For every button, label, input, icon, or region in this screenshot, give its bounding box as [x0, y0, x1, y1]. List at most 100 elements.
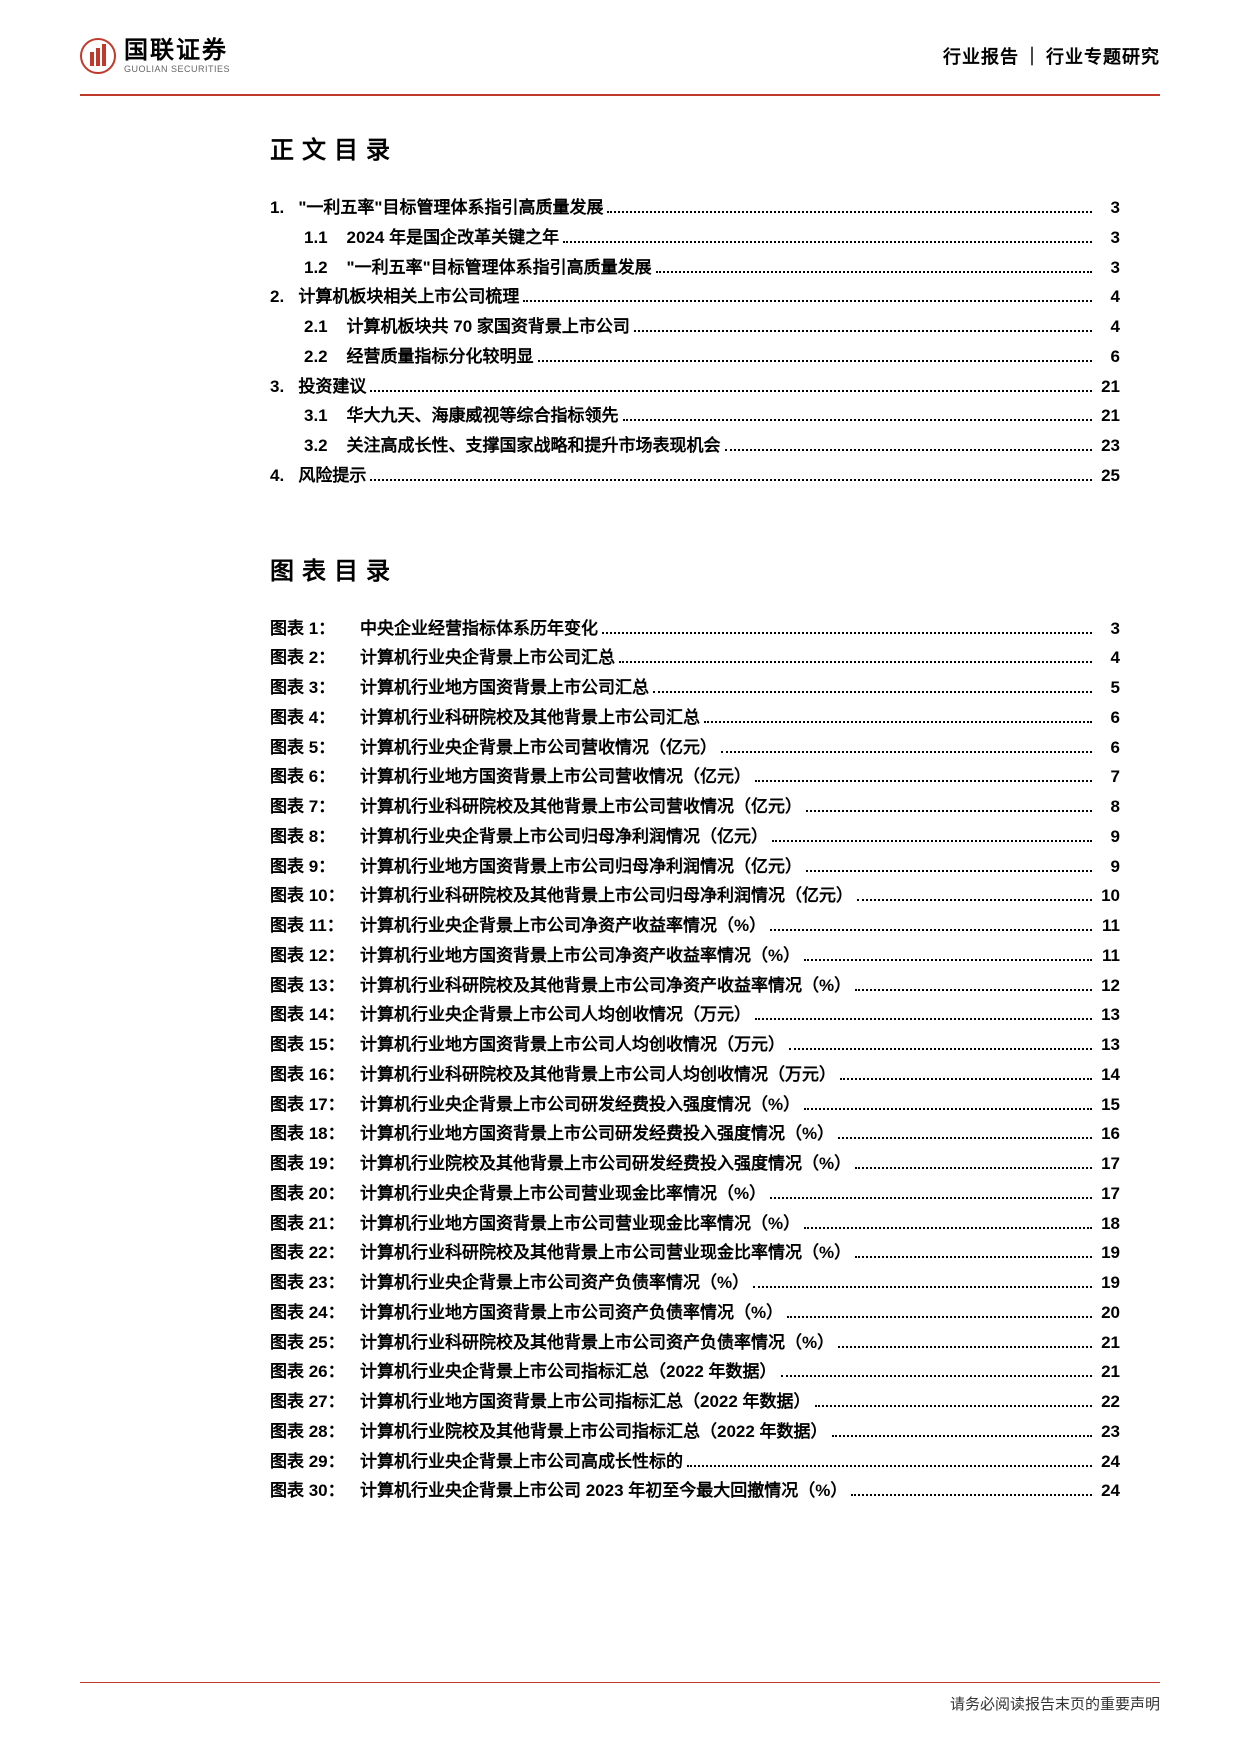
figure-entry: 图表 7：计算机行业科研院校及其他背景上市公司营收情况（亿元）8 [270, 792, 1120, 822]
toc-entry: 3.2 关注高成长性、支撑国家战略和提升市场表现机会23 [270, 431, 1120, 461]
figure-label: 图表 1： [270, 614, 360, 644]
toc-leader [523, 299, 1092, 302]
figure-entry: 图表 13：计算机行业科研院校及其他背景上市公司净资产收益率情况（%）12 [270, 971, 1120, 1001]
figure-label: 图表 6： [270, 762, 360, 792]
figure-title: 计算机行业央企背景上市公司资产负债率情况（%） [360, 1268, 749, 1298]
figure-title: 计算机行业院校及其他背景上市公司研发经费投入强度情况（%） [360, 1149, 851, 1179]
figure-page: 18 [1096, 1209, 1120, 1239]
figure-title: 计算机行业央企背景上市公司高成长性标的 [360, 1447, 683, 1477]
figure-title: 计算机行业地方国资背景上市公司营收情况（亿元） [360, 762, 751, 792]
figure-title: 计算机行业地方国资背景上市公司净资产收益率情况（%） [360, 941, 800, 971]
toc-number: 1.2 [304, 253, 347, 283]
figure-entry: 图表 28：计算机行业院校及其他背景上市公司指标汇总（2022 年数据）23 [270, 1417, 1120, 1447]
figure-title: 计算机行业地方国资背景上市公司资产负债率情况（%） [360, 1298, 783, 1328]
logo-cn: 国联证券 [124, 39, 230, 63]
figure-entry: 图表 19：计算机行业院校及其他背景上市公司研发经费投入强度情况（%） 17 [270, 1149, 1120, 1179]
figure-leader [857, 898, 1092, 901]
toc-text: 2024 年是国企改革关键之年 [347, 223, 560, 253]
toc-leader [607, 210, 1092, 213]
toc-leader [634, 329, 1092, 332]
figure-label: 图表 24： [270, 1298, 360, 1328]
figure-leader [855, 988, 1092, 991]
figure-page: 3 [1096, 614, 1120, 644]
toc-page: 23 [1096, 431, 1120, 461]
logo-en: GUOLIAN SECURITIES [124, 65, 230, 74]
figure-page: 6 [1096, 703, 1120, 733]
figure-page: 10 [1096, 881, 1120, 911]
figure-page: 24 [1096, 1476, 1120, 1506]
figure-page: 7 [1096, 762, 1120, 792]
toc-page: 21 [1096, 401, 1120, 431]
figure-title: 计算机行业地方国资背景上市公司指标汇总（2022 年数据） [360, 1387, 811, 1417]
figure-title: 计算机行业地方国资背景上市公司研发经费投入强度情况（%） [360, 1119, 834, 1149]
figure-leader [753, 1285, 1092, 1288]
figure-label: 图表 22： [270, 1238, 360, 1268]
toc-leader [370, 478, 1092, 481]
figure-page: 16 [1096, 1119, 1120, 1149]
figure-page: 17 [1096, 1149, 1120, 1179]
toc-entry: 2. 计算机板块相关上市公司梳理4 [270, 282, 1120, 312]
toc-page: 3 [1096, 193, 1120, 223]
figure-leader [855, 1255, 1092, 1258]
figure-title: 计算机行业央企背景上市公司指标汇总（2022 年数据） [360, 1357, 777, 1387]
figure-entry: 图表 6：计算机行业地方国资背景上市公司营收情况（亿元） 7 [270, 762, 1120, 792]
figure-entry: 图表 20：计算机行业央企背景上市公司营业现金比率情况（%）17 [270, 1179, 1120, 1209]
toc-entry: 2.1 计算机板块共 70 家国资背景上市公司4 [270, 312, 1120, 342]
figure-title: 计算机行业科研院校及其他背景上市公司资产负债率情况（%） [360, 1328, 834, 1358]
figure-leader [787, 1315, 1092, 1318]
figure-page: 6 [1096, 733, 1120, 763]
figure-leader [770, 1196, 1092, 1199]
toc-number: 2.1 [304, 312, 347, 342]
toc-heading: 正文目录 [270, 130, 1120, 165]
figure-title: 计算机行业院校及其他背景上市公司指标汇总（2022 年数据） [360, 1417, 828, 1447]
toc-text: 华大九天、海康威视等综合指标领先 [347, 401, 619, 431]
figure-title: 计算机行业科研院校及其他背景上市公司汇总 [360, 703, 700, 733]
toc-text: "一利五率"目标管理体系指引高质量发展 [347, 253, 652, 283]
figure-title: 计算机行业央企背景上市公司归母净利润情况（亿元） [360, 822, 768, 852]
figures-heading: 图表目录 [270, 551, 1120, 586]
figure-page: 21 [1096, 1357, 1120, 1387]
toc-page: 4 [1096, 312, 1120, 342]
toc-leader [370, 389, 1092, 392]
toc-page: 6 [1096, 342, 1120, 372]
figure-page: 9 [1096, 852, 1120, 882]
figure-entry: 图表 30：计算机行业央企背景上市公司 2023 年初至今最大回撤情况（%）24 [270, 1476, 1120, 1506]
toc-leader [623, 418, 1092, 421]
figure-leader [855, 1166, 1092, 1169]
figure-label: 图表 4： [270, 703, 360, 733]
figure-label: 图表 21： [270, 1209, 360, 1239]
figure-entry: 图表 10：计算机行业科研院校及其他背景上市公司归母净利润情况（亿元）10 [270, 881, 1120, 911]
figure-entry: 图表 3：计算机行业地方国资背景上市公司汇总5 [270, 673, 1120, 703]
figure-leader [619, 660, 1092, 663]
figure-title: 计算机行业地方国资背景上市公司人均创收情况（万元） [360, 1030, 785, 1060]
figure-leader [804, 1107, 1092, 1110]
figure-entry: 图表 5：计算机行业央企背景上市公司营收情况（亿元）6 [270, 733, 1120, 763]
toc-text: 投资建议 [298, 372, 366, 402]
figure-leader [815, 1404, 1092, 1407]
figure-label: 图表 26： [270, 1357, 360, 1387]
figure-label: 图表 13： [270, 971, 360, 1001]
figure-label: 图表 14： [270, 1000, 360, 1030]
figure-label: 图表 7： [270, 792, 360, 822]
figure-page: 19 [1096, 1238, 1120, 1268]
figure-label: 图表 16： [270, 1060, 360, 1090]
figure-entry: 图表 16：计算机行业科研院校及其他背景上市公司人均创收情况（万元）14 [270, 1060, 1120, 1090]
toc-entry: 1.1 2024 年是国企改革关键之年3 [270, 223, 1120, 253]
toc-page: 21 [1096, 372, 1120, 402]
figure-entry: 图表 1：中央企业经营指标体系历年变化3 [270, 614, 1120, 644]
figure-page: 11 [1096, 911, 1120, 941]
figure-leader [804, 958, 1092, 961]
figure-page: 21 [1096, 1328, 1120, 1358]
figure-title: 计算机行业科研院校及其他背景上市公司净资产收益率情况（%） [360, 971, 851, 1001]
figure-title: 计算机行业央企背景上市公司 2023 年初至今最大回撤情况（%） [360, 1476, 847, 1506]
header-category: 行业报告 [943, 47, 1019, 67]
toc-text: 计算机板块相关上市公司梳理 [298, 282, 519, 312]
figure-page: 8 [1096, 792, 1120, 822]
figure-label: 图表 19： [270, 1149, 360, 1179]
figure-title: 计算机行业地方国资背景上市公司汇总 [360, 673, 649, 703]
figure-entry: 图表 15：计算机行业地方国资背景上市公司人均创收情况（万元）13 [270, 1030, 1120, 1060]
figure-leader [832, 1434, 1092, 1437]
figure-leader [704, 720, 1092, 723]
toc-number: 1.1 [304, 223, 347, 253]
figure-page: 5 [1096, 673, 1120, 703]
